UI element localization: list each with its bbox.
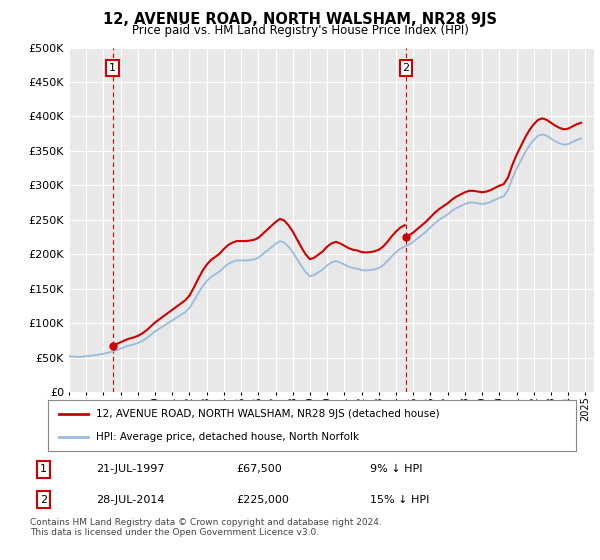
Text: 15% ↓ HPI: 15% ↓ HPI [370,494,430,505]
Text: 12, AVENUE ROAD, NORTH WALSHAM, NR28 9JS: 12, AVENUE ROAD, NORTH WALSHAM, NR28 9JS [103,12,497,27]
Text: 12, AVENUE ROAD, NORTH WALSHAM, NR28 9JS (detached house): 12, AVENUE ROAD, NORTH WALSHAM, NR28 9JS… [95,409,439,419]
Text: 2: 2 [402,63,409,73]
Text: 21-JUL-1997: 21-JUL-1997 [97,464,165,474]
Text: 28-JUL-2014: 28-JUL-2014 [97,494,165,505]
Text: 2: 2 [40,494,47,505]
Text: 9% ↓ HPI: 9% ↓ HPI [370,464,422,474]
Text: HPI: Average price, detached house, North Norfolk: HPI: Average price, detached house, Nort… [95,432,359,442]
Text: 1: 1 [109,63,116,73]
Text: £67,500: £67,500 [236,464,282,474]
Text: Price paid vs. HM Land Registry's House Price Index (HPI): Price paid vs. HM Land Registry's House … [131,24,469,36]
Text: £225,000: £225,000 [236,494,289,505]
Text: 1: 1 [40,464,47,474]
Text: Contains HM Land Registry data © Crown copyright and database right 2024.
This d: Contains HM Land Registry data © Crown c… [30,518,382,538]
